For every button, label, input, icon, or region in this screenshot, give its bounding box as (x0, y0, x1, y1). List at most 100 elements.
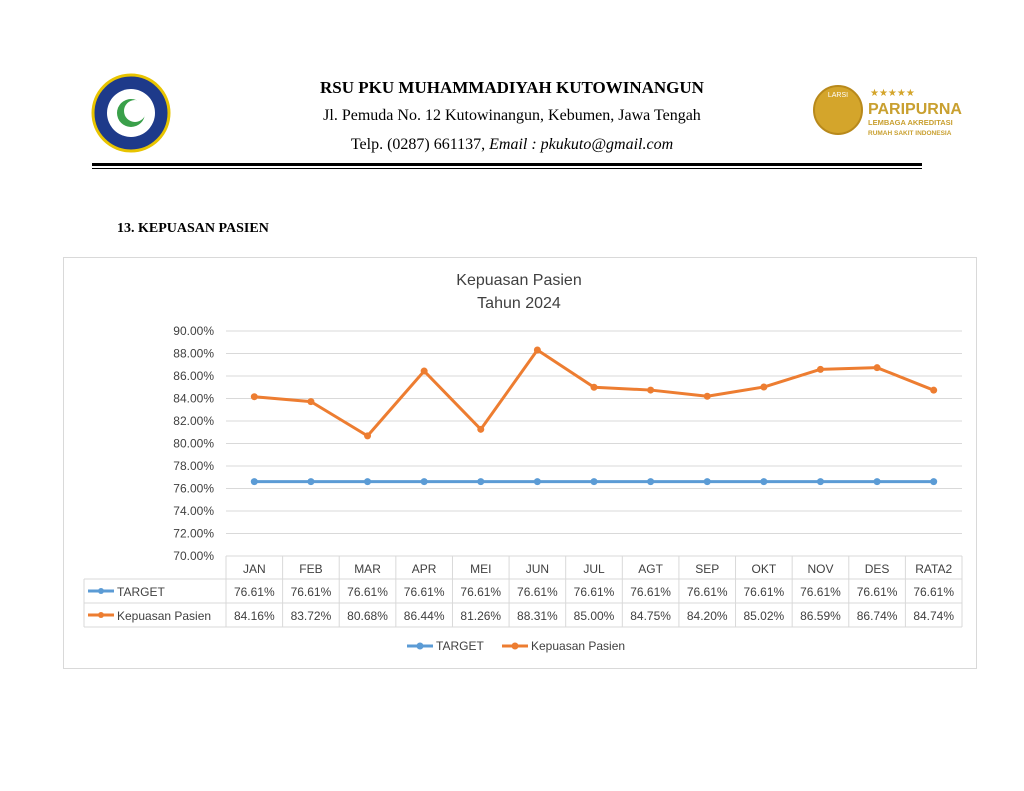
legend-marker (511, 642, 519, 650)
data-point (873, 364, 881, 372)
y-tick-label: 90.00% (173, 324, 214, 338)
table-cell: 76.61% (460, 585, 501, 599)
table-cell: 76.61% (913, 585, 954, 599)
data-point (307, 398, 315, 406)
data-point (703, 478, 711, 486)
legend-label: Kepuasan Pasien (531, 639, 625, 653)
data-point (647, 386, 655, 394)
table-cell: 76.61% (687, 585, 728, 599)
svg-text:★★★★★: ★★★★★ (870, 88, 915, 99)
table-cell: 84.20% (687, 609, 728, 623)
x-category-label: MEI (470, 562, 491, 576)
email: Email : pkukuto@gmail.com (489, 136, 674, 153)
data-point (364, 432, 372, 440)
legend-key-marker (98, 612, 104, 618)
x-category-label: JUN (526, 562, 549, 576)
table-cell: 76.61% (234, 585, 275, 599)
larsi-paripurna-logo: LARSI ★★★★★ PARIPURNA LEMBAGA AKREDITASI… (813, 85, 962, 137)
data-point (533, 478, 541, 486)
y-tick-label: 72.00% (173, 527, 214, 541)
hospital-address: Jl. Pemuda No. 12 Kutowinangun, Kebumen,… (323, 107, 701, 124)
data-point (647, 478, 655, 486)
svg-text:LARSI: LARSI (828, 92, 848, 99)
svg-text:PARIPURNA: PARIPURNA (868, 101, 962, 118)
series-line-1 (254, 348, 935, 438)
data-point (930, 478, 938, 486)
x-category-label: FEB (299, 562, 322, 576)
y-tick-label: 82.00% (173, 414, 214, 428)
data-point (250, 478, 258, 486)
legend-label: TARGET (436, 639, 484, 653)
x-category-label: AGT (638, 562, 663, 576)
table-cell: 85.00% (574, 609, 615, 623)
x-category-label: MAR (354, 562, 381, 576)
svg-text:RUMAH SAKIT INDONESIA: RUMAH SAKIT INDONESIA (868, 130, 952, 137)
y-tick-label: 80.00% (173, 437, 214, 451)
table-cell: 83.72% (291, 609, 332, 623)
data-point (703, 392, 711, 400)
table-cell: 76.61% (630, 585, 671, 599)
table-cell: 88.31% (517, 609, 558, 623)
data-point (816, 365, 824, 373)
data-point (873, 478, 881, 486)
y-tick-label: 86.00% (173, 369, 214, 383)
table-cell: 76.61% (743, 585, 784, 599)
data-point (533, 346, 541, 354)
legend-key-marker (98, 588, 104, 594)
chart-subtitle: Tahun 2024 (477, 295, 561, 312)
table-cell: 86.59% (800, 609, 841, 623)
table-cell: 76.61% (291, 585, 332, 599)
svg-text:LEMBAGA AKREDITASI: LEMBAGA AKREDITASI (868, 118, 953, 127)
header-rule-thin (92, 168, 922, 169)
y-tick-label: 78.00% (173, 459, 214, 473)
table-series-label: TARGET (117, 585, 165, 599)
data-point (760, 383, 768, 391)
muhammadiyah-logo (91, 73, 171, 153)
table-cell: 86.44% (404, 609, 445, 623)
table-cell: 76.61% (857, 585, 898, 599)
x-category-label: APR (412, 562, 437, 576)
data-point (307, 478, 315, 486)
y-tick-label: 70.00% (173, 549, 214, 563)
x-category-label: DES (865, 562, 890, 576)
table-cell: 84.74% (913, 609, 954, 623)
chart-frame (63, 257, 977, 669)
table-cell: 76.61% (574, 585, 615, 599)
x-category-label: JAN (243, 562, 266, 576)
y-tick-label: 74.00% (173, 504, 214, 518)
table-cell: 81.26% (460, 609, 501, 623)
section-title: 13. KEPUASAN PASIEN (117, 221, 269, 236)
header-rule (92, 163, 922, 166)
x-category-label: JUL (583, 562, 605, 576)
data-point (477, 425, 485, 433)
data-point (590, 383, 598, 391)
x-category-label: NOV (807, 562, 833, 576)
table-cell: 76.61% (404, 585, 445, 599)
y-tick-label: 88.00% (173, 347, 214, 361)
data-point (760, 478, 768, 486)
table-cell: 86.74% (857, 609, 898, 623)
data-point (250, 393, 258, 401)
data-point (364, 478, 372, 486)
data-point (420, 478, 428, 486)
hospital-contact: Telp. (0287) 661137, Email : pkukuto@gma… (0, 136, 1024, 154)
data-point (930, 386, 938, 394)
y-tick-label: 84.00% (173, 392, 214, 406)
phone: Telp. (0287) 661137, (350, 136, 490, 153)
x-category-label: RATA2 (915, 562, 952, 576)
y-tick-label: 76.00% (173, 482, 214, 496)
x-category-label: OKT (752, 562, 777, 576)
hospital-name: RSU PKU MUHAMMADIYAH KUTOWINANGUN (320, 78, 704, 97)
x-category-label: SEP (695, 562, 719, 576)
table-cell: 84.75% (630, 609, 671, 623)
table-cell: 76.61% (347, 585, 388, 599)
data-point (477, 478, 485, 486)
legend-marker (416, 642, 424, 650)
table-cell: 80.68% (347, 609, 388, 623)
data-point (420, 367, 428, 375)
table-cell: 84.16% (234, 609, 275, 623)
chart-title: Kepuasan Pasien (456, 272, 581, 289)
data-point (816, 478, 824, 486)
